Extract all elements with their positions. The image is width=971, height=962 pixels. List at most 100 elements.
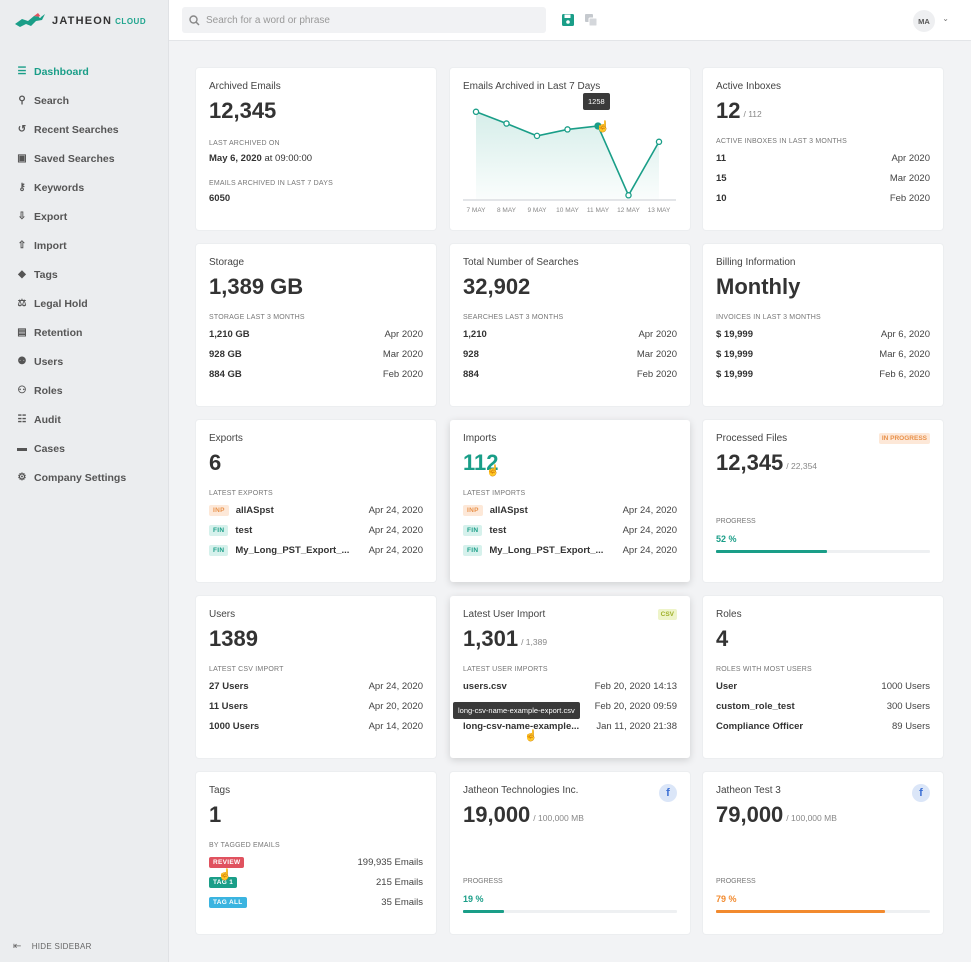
list-item[interactable]: 928 Mar 2020: [463, 344, 677, 364]
sidebar-item-keywords[interactable]: ⚷ Keywords: [0, 173, 169, 202]
list-item[interactable]: long-csv-name-example... Jan 11, 2020 21:…: [463, 716, 677, 736]
chevron-down-icon[interactable]: ⌄: [942, 14, 949, 23]
data-point[interactable]: [594, 122, 602, 130]
data-point[interactable]: [625, 192, 632, 199]
list-item[interactable]: FIN My_Long_PST_Export_... Apr 24, 2020: [463, 540, 677, 560]
archived-emails-card[interactable]: Archived Emails 12,345 LAST ARCHIVED ON …: [196, 68, 436, 230]
list-item[interactable]: FIN My_Long_PST_Export_... Apr 24, 2020: [209, 540, 423, 560]
sidebar-item-import[interactable]: ⇧ Import: [0, 231, 169, 260]
emails-line-chart[interactable]: 7 MAY 8 MAY 9 MAY 10 MAY 11 MAY 12 MAY 13 MAY: [450, 90, 690, 230]
data-point[interactable]: [655, 138, 663, 146]
search-input[interactable]: [206, 14, 536, 26]
sidebar-item-audit[interactable]: ☷ Audit: [0, 405, 169, 434]
list-item[interactable]: FIN test Apr 24, 2020: [209, 520, 423, 540]
sidebar-item-search[interactable]: ⚲ Search: [0, 86, 169, 115]
facebook-icon[interactable]: f: [659, 784, 677, 802]
row-key: 15: [716, 173, 727, 184]
list-item[interactable]: FIN test Apr 24, 2020: [463, 520, 677, 540]
list-item[interactable]: 15 Mar 2020: [716, 168, 930, 188]
sidebar-item-dashboard[interactable]: ☰ Dashboard: [0, 57, 169, 86]
sidebar-item-saved-searches[interactable]: ▣ Saved Searches: [0, 144, 169, 173]
progress-label: PROGRESS: [716, 518, 756, 525]
row-label: 27 Users: [209, 680, 249, 692]
topbar: MA ⌄: [169, 0, 971, 41]
list-item[interactable]: 884 Feb 2020: [463, 364, 677, 384]
sidebar-item-export[interactable]: ⇩ Export: [0, 202, 169, 231]
list-item[interactable]: Feb 20, 2020 09:59: [463, 696, 677, 716]
list-item[interactable]: users.csv Feb 20, 2020 14:13: [463, 676, 677, 696]
list-item[interactable]: 1,210 Apr 2020: [463, 324, 677, 344]
processed-files-card[interactable]: Processed Files IN PROGRESS 12,345/ 22,3…: [703, 420, 943, 582]
list-item[interactable]: 928 GB Mar 2020: [209, 344, 423, 364]
sidebar-item-roles[interactable]: ⚇ Roles: [0, 376, 169, 405]
sidebar-item-recent-searches[interactable]: ↺ Recent Searches: [0, 115, 169, 144]
tags-card[interactable]: Tags 1 BY TAGGED EMAILS REVIEW 199,935 Em…: [196, 772, 436, 934]
imports-card[interactable]: Imports 112 ☝ LATEST IMPORTS INP allASpst…: [450, 420, 690, 582]
tenant-card-2[interactable]: Jatheon Test 3 f 79,000/ 100,000 MB PROG…: [703, 772, 943, 934]
card-title: Jatheon Technologies Inc.: [463, 785, 579, 796]
row-value: Feb 6, 2020: [879, 368, 930, 380]
list-item[interactable]: User 1000 Users: [716, 676, 930, 696]
list-item[interactable]: TAG ALL 35 Emails: [209, 892, 423, 912]
sidebar-item-cases[interactable]: ▬ Cases: [0, 434, 169, 463]
users-card[interactable]: Users 1389 LATEST CSV IMPORT 27 Users Apr…: [196, 596, 436, 758]
card-title: Jatheon Test 3: [716, 785, 781, 796]
tenant-card-1[interactable]: Jatheon Technologies Inc. f 19,000/ 100,…: [450, 772, 690, 934]
saved-list-icon[interactable]: [584, 13, 598, 27]
tag-badge[interactable]: TAG 1: [209, 876, 238, 888]
roles-count: 4: [716, 626, 729, 651]
list-item[interactable]: 11 Apr 2020: [716, 148, 930, 168]
storage-card[interactable]: Storage 1,389 GB STORAGE LAST 3 MONTHS 1…: [196, 244, 436, 406]
list-item[interactable]: INP allASpst Apr 24, 2020: [463, 500, 677, 520]
search-box[interactable]: [182, 7, 546, 33]
row-label: 884: [463, 368, 479, 380]
sidebar-item-label: Cases: [34, 442, 65, 455]
list-item[interactable]: $ 19,999 Feb 6, 2020: [716, 364, 930, 384]
row-value: Mar 6, 2020: [879, 348, 930, 360]
exports-card[interactable]: Exports 6 LATEST EXPORTS INP allASpst Apr …: [196, 420, 436, 582]
x-tick-label: 9 MAY: [527, 207, 547, 214]
hide-sidebar-button[interactable]: ⇤ HIDE SIDEBAR: [13, 941, 92, 952]
data-point[interactable]: [503, 120, 510, 127]
data-point[interactable]: [533, 132, 541, 140]
active-inboxes-card[interactable]: Active Inboxes 12/ 112 ACTIVE INBOXES IN…: [703, 68, 943, 230]
list-item[interactable]: 884 GB Feb 2020: [209, 364, 423, 384]
tag-badge[interactable]: TAG ALL: [209, 896, 247, 908]
sidebar-item-legal-hold[interactable]: ⚖ Legal Hold: [0, 289, 169, 318]
sidebar-item-tags[interactable]: ◆ Tags: [0, 260, 169, 289]
roles-card[interactable]: Roles 4 ROLES WITH MOST USERS User 1000 U…: [703, 596, 943, 758]
list-item[interactable]: INP allASpst Apr 24, 2020: [209, 500, 423, 520]
list-item[interactable]: 27 Users Apr 24, 2020: [209, 676, 423, 696]
list-item[interactable]: custom_role_test 300 Users: [716, 696, 930, 716]
sidebar-item-users[interactable]: ⚉ Users: [0, 347, 169, 376]
searches-card[interactable]: Total Number of Searches 32,902 SEARCHES…: [450, 244, 690, 406]
row-value: Apr 24, 2020: [368, 504, 423, 516]
emails-chart-card[interactable]: Emails Archived in Last 7 Days 7 MAY 8 MA…: [450, 68, 690, 230]
row-value: 35 Emails: [381, 896, 423, 908]
avatar[interactable]: MA: [913, 10, 935, 32]
data-point[interactable]: [472, 108, 480, 116]
import-icon: ⇧: [17, 240, 27, 251]
sidebar-item-retention[interactable]: ▤ Retention: [0, 318, 169, 347]
gear-icon: ⚙: [17, 472, 27, 483]
tag-badge[interactable]: REVIEW: [209, 856, 245, 868]
list-item[interactable]: TAG 1 215 Emails: [209, 872, 423, 892]
logo[interactable]: JATHEON CLOUD: [14, 10, 146, 32]
list-item[interactable]: 11 Users Apr 20, 2020: [209, 696, 423, 716]
list-item[interactable]: 1000 Users Apr 14, 2020: [209, 716, 423, 736]
facebook-icon[interactable]: f: [912, 784, 930, 802]
save-search-icon[interactable]: [561, 13, 575, 27]
data-point[interactable]: [564, 126, 571, 133]
list-item[interactable]: $ 19,999 Mar 6, 2020: [716, 344, 930, 364]
row-key: 11: [716, 153, 726, 164]
imports-count[interactable]: 112: [463, 450, 499, 475]
list-item[interactable]: $ 19,999 Apr 6, 2020: [716, 324, 930, 344]
billing-card[interactable]: Billing Information Monthly INVOICES IN …: [703, 244, 943, 406]
active-inboxes-count: 12/ 112: [716, 98, 762, 123]
list-item[interactable]: 1,210 GB Apr 2020: [209, 324, 423, 344]
list-item[interactable]: REVIEW 199,935 Emails: [209, 852, 423, 872]
list-item[interactable]: 10 Feb 2020: [716, 188, 930, 208]
list-item[interactable]: Compliance Officer 89 Users: [716, 716, 930, 736]
latest-user-import-card[interactable]: Latest User Import CSV 1,301/ 1,389 LATE…: [450, 596, 690, 758]
sidebar-item-company-settings[interactable]: ⚙ Company Settings: [0, 463, 169, 492]
